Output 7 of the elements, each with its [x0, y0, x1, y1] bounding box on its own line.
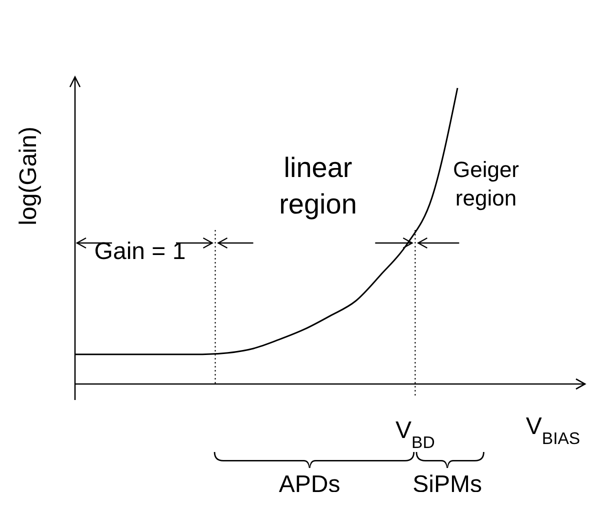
- annotation: Geiger region: [452, 157, 520, 211]
- text: V$_{BD}$: [396, 417, 435, 452]
- annotation: linear region: [279, 152, 357, 220]
- text: APDs: [278, 471, 340, 498]
- y-axis-title: log(Gain): [15, 126, 42, 226]
- text: SiPMs: [412, 471, 482, 498]
- x-axis-title: V$_{BIAS}$: [526, 413, 580, 448]
